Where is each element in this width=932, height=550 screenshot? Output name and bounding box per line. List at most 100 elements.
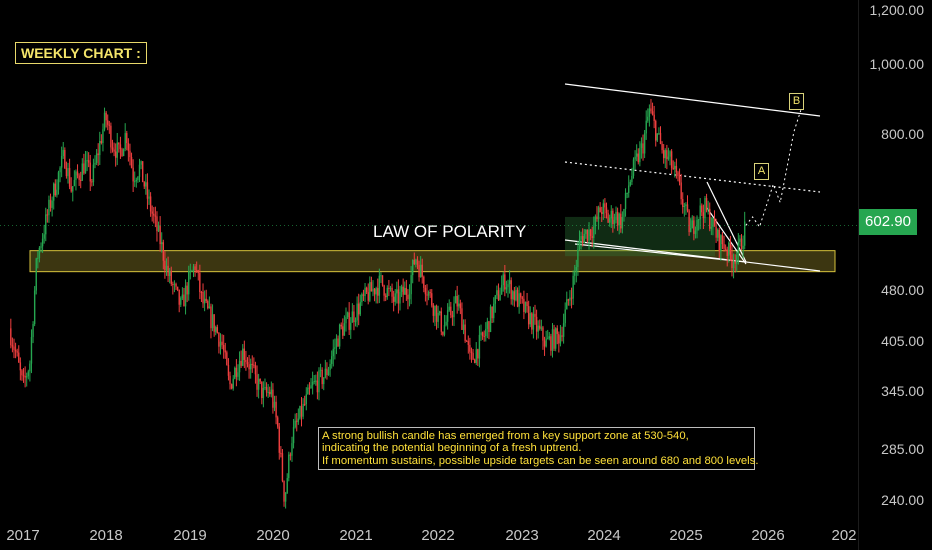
- candle-body: [357, 303, 360, 315]
- candle-body: [188, 271, 190, 295]
- candle-body: [197, 270, 199, 274]
- candle-body: [137, 176, 139, 180]
- candle-body: [675, 165, 678, 173]
- candle-body: [327, 369, 330, 376]
- candle-body: [535, 316, 538, 332]
- candle-body: [89, 162, 91, 182]
- candle-body: [311, 381, 314, 386]
- candle-body: [437, 312, 439, 322]
- candle-body: [215, 327, 217, 332]
- candle-body: [180, 298, 182, 305]
- candle-body: [191, 270, 193, 272]
- candle-body: [601, 212, 603, 214]
- candle-body: [275, 401, 277, 418]
- candle-body: [292, 427, 295, 444]
- candle-body: [510, 280, 512, 300]
- candle-body: [448, 306, 450, 311]
- candle-body: [356, 303, 358, 321]
- candle-body: [249, 363, 252, 370]
- candle-body: [629, 181, 632, 186]
- wave-label-b: B: [789, 93, 804, 110]
- candle-body: [283, 480, 285, 502]
- candle-body: [221, 341, 223, 345]
- candle-body: [238, 360, 241, 373]
- candle-body: [378, 275, 381, 296]
- candle-body: [543, 340, 546, 347]
- candle-body: [696, 220, 698, 231]
- candle-body: [607, 213, 609, 223]
- candle-body: [516, 289, 519, 307]
- candle-body: [486, 321, 489, 329]
- candle-body: [736, 254, 738, 264]
- candle-body: [734, 261, 736, 264]
- candle-body: [373, 288, 376, 295]
- projection-line: [745, 110, 802, 229]
- candle-body: [456, 295, 458, 307]
- candle-body: [394, 293, 396, 302]
- candle-body: [642, 143, 644, 154]
- candle-body: [593, 226, 595, 239]
- candle-body: [13, 346, 15, 350]
- candle-body: [108, 124, 111, 126]
- candle-body: [624, 193, 627, 209]
- candle-body: [119, 144, 122, 150]
- candle-body: [222, 344, 225, 351]
- candle-body: [129, 150, 131, 158]
- candle-body: [37, 257, 39, 259]
- candle-body: [254, 365, 257, 375]
- candle-body: [67, 168, 69, 177]
- candle-body: [446, 310, 449, 322]
- candle-body: [691, 220, 693, 228]
- candle-body: [672, 167, 674, 169]
- candle-body: [178, 289, 180, 305]
- candle-body: [596, 216, 598, 220]
- candle-body: [14, 349, 17, 352]
- candle-body: [591, 236, 593, 239]
- candle-body: [508, 280, 511, 285]
- candle-body: [634, 156, 636, 160]
- candle-body: [113, 149, 115, 152]
- candle-body: [589, 229, 592, 237]
- candle-body: [310, 385, 312, 389]
- candle-body: [713, 217, 716, 227]
- candle-body: [626, 193, 628, 195]
- candle-body: [502, 274, 504, 286]
- candle-body: [284, 492, 287, 502]
- candle-body: [95, 153, 98, 163]
- candle-body: [483, 336, 485, 338]
- candle-body: [161, 242, 163, 245]
- candle-body: [475, 349, 477, 363]
- candle-body: [715, 226, 717, 238]
- candle-body: [372, 288, 374, 292]
- candle-body: [728, 242, 730, 256]
- candle-body: [499, 294, 501, 301]
- candle-body: [319, 369, 322, 371]
- candle-body: [24, 375, 26, 378]
- candle-body: [18, 352, 20, 363]
- candle-body: [515, 289, 517, 301]
- candle-body: [677, 172, 679, 176]
- candle-body: [229, 375, 231, 385]
- candle-body: [442, 331, 444, 335]
- candle-body: [594, 216, 597, 227]
- candle-body: [261, 381, 263, 399]
- price-tick: 345.00: [881, 383, 924, 399]
- candle-body: [521, 297, 524, 299]
- candle-body: [316, 380, 319, 393]
- candle-body: [49, 199, 52, 208]
- candle-body: [416, 259, 419, 265]
- candle-body: [32, 324, 34, 338]
- candle-body: [105, 112, 107, 121]
- candle-body: [599, 207, 601, 213]
- candle-body: [554, 328, 557, 349]
- candle-body: [485, 328, 487, 337]
- candle-body: [207, 301, 209, 309]
- candle-body: [640, 143, 643, 149]
- candle-body: [97, 153, 99, 156]
- candle-body: [70, 186, 72, 192]
- candle-body: [365, 287, 368, 293]
- candle-body: [507, 284, 509, 288]
- candle-body: [181, 294, 184, 299]
- candle-body: [30, 337, 33, 364]
